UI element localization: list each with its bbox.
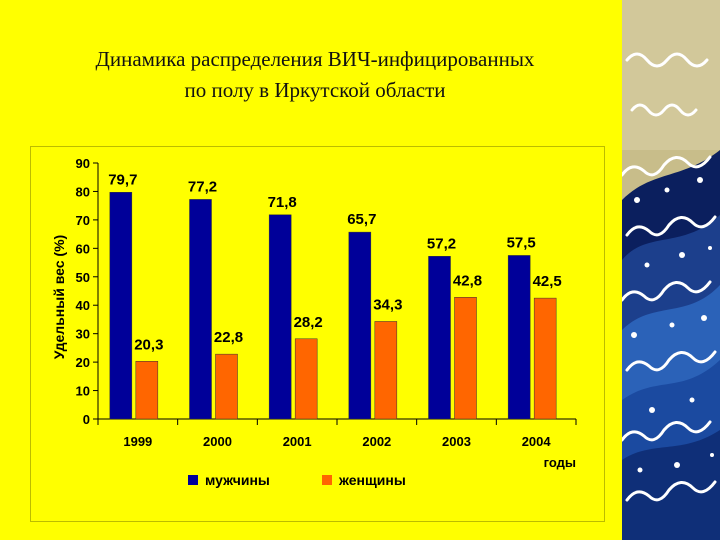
x-tick-label: 2001 — [283, 434, 312, 449]
y-tick-label: 50 — [76, 270, 90, 285]
chart-container: Удельный вес (%) годы мужчины женщины 0 10… — [30, 146, 605, 522]
chart-legend: мужчины женщины — [188, 472, 406, 488]
data-label: 57,5 — [507, 234, 536, 251]
y-tick-label: 10 — [76, 384, 90, 399]
bar-chart: Удельный вес (%) годы мужчины женщины 0 10… — [51, 156, 577, 488]
bar-men — [268, 214, 292, 420]
x-tick-label: 2004 — [522, 434, 552, 449]
y-tick-label: 30 — [76, 327, 90, 342]
x-tick-label: 2003 — [442, 434, 471, 449]
y-tick-label: 70 — [76, 213, 90, 228]
bar-women — [294, 338, 318, 420]
y-tick-label: 90 — [76, 156, 90, 171]
bar-men — [428, 256, 451, 420]
ocean-wave-icon — [622, 0, 720, 540]
bar-women — [533, 297, 557, 420]
y-tick-label: 0 — [83, 412, 90, 427]
bar-women — [454, 297, 477, 420]
bar-women — [215, 353, 238, 420]
data-label: 42,5 — [533, 273, 562, 290]
y-tick-label: 20 — [76, 355, 90, 370]
legend-swatch-men — [188, 475, 198, 485]
bar-men — [507, 255, 531, 420]
data-label: 42,8 — [453, 272, 482, 289]
data-label: 20,3 — [134, 336, 163, 353]
data-label: 34,3 — [373, 296, 402, 313]
slide-title-line-2: по полу в Иркутской области — [184, 78, 446, 102]
y-axis-label: Удельный вес (%) — [51, 235, 67, 359]
legend-swatch-women — [322, 475, 332, 485]
legend-label-women: женщины — [338, 472, 406, 488]
bar-men — [348, 231, 372, 420]
bar-women — [135, 361, 159, 420]
legend-label-men: мужчины — [205, 472, 270, 488]
data-label: 28,2 — [294, 314, 323, 331]
slide-title: Динамика распределения ВИЧ-инфицированны… — [20, 44, 610, 106]
x-tick-label: 1999 — [123, 434, 152, 449]
data-label: 65,7 — [347, 211, 376, 228]
data-label: 71,8 — [268, 194, 297, 211]
slide-title-line-1: Динамика распределения ВИЧ-инфицированны… — [95, 47, 535, 71]
ocean-wave-illustration — [622, 0, 720, 540]
y-tick-label: 80 — [76, 184, 90, 199]
x-tick-label: 2000 — [203, 434, 232, 449]
x-axis-label: годы — [544, 455, 576, 470]
data-label: 57,2 — [427, 235, 456, 252]
y-tick-label: 40 — [76, 298, 90, 313]
x-tick-label: 2002 — [362, 434, 391, 449]
data-label: 22,8 — [214, 329, 243, 346]
y-tick-label: 60 — [76, 241, 90, 256]
data-label: 79,7 — [108, 171, 137, 188]
bar-women — [374, 321, 398, 420]
data-label: 77,2 — [188, 178, 217, 195]
bar-men — [189, 199, 212, 420]
bar-men — [109, 192, 133, 420]
